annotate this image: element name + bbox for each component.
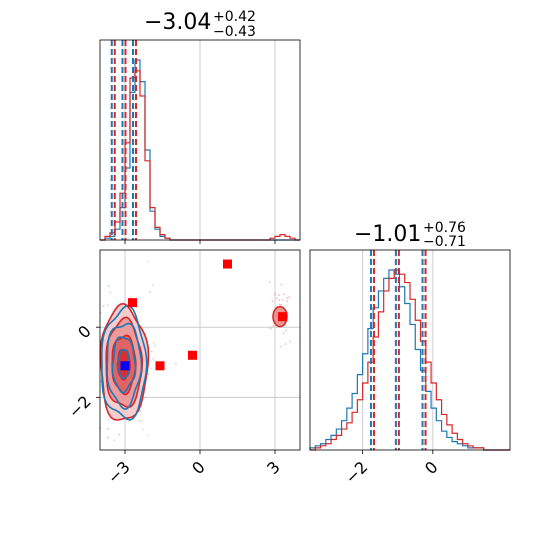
- p2d-xtick-label-2: 3: [263, 457, 284, 478]
- p2d-sample-point: [278, 299, 281, 301]
- p2d-contour-blue-0: [100, 304, 148, 421]
- hist-param2-ticks: −2 0: [341, 450, 442, 488]
- density-2d-y-ticks: −2 0: [65, 322, 100, 422]
- param1-title-upper: +0.42: [213, 9, 256, 25]
- p2d-xtick-label-0: −3: [104, 457, 134, 487]
- p2d-sample-point: [138, 420, 140, 422]
- p2d-sample-point: [175, 362, 177, 365]
- p2d-sample-point: [268, 281, 271, 283]
- p2d-sample-point: [281, 298, 284, 301]
- p2d-sample-point: [149, 290, 151, 293]
- hist-param2-grid: [362, 250, 434, 450]
- p2d-red-square-5: [278, 312, 287, 322]
- hist-param1-quantiles: [110, 40, 137, 240]
- p2d-red-square-2: [155, 361, 165, 371]
- p2d-sample-point: [107, 304, 109, 306]
- p2d-sample-point: [285, 329, 288, 332]
- p2d-sample-point: [289, 340, 292, 343]
- p2d-sample-point: [102, 305, 105, 307]
- p2d-sample-point: [109, 291, 112, 294]
- p2d-sample-point: [288, 296, 290, 298]
- p2d-red-square-4: [223, 259, 232, 269]
- hist-param1-panel: −3.04 +0.42 −0.43: [99, 9, 301, 244]
- param2-title-upper: +0.76: [423, 220, 466, 236]
- p2d-red-square-1: [128, 298, 137, 308]
- p2d-sample-point: [152, 358, 155, 360]
- density-2d-truth-markers: [120, 259, 287, 371]
- p2d-sample-point: [154, 344, 157, 347]
- p2d-ytick-label-1: 0: [74, 322, 95, 343]
- p2d-sample-point: [269, 327, 272, 330]
- p2d-sample-point: [271, 300, 274, 303]
- p2-tick-label-1: 0: [421, 457, 442, 478]
- hist-param1-grid: [124, 40, 276, 240]
- p2d-sample-point: [113, 439, 116, 442]
- param2-title-value: −1.01: [354, 222, 421, 247]
- param1-title-lower: −0.43: [213, 24, 256, 40]
- p2d-sample-point: [148, 373, 150, 376]
- p2d-sample-point: [140, 419, 143, 422]
- p2d-sample-point: [118, 433, 121, 436]
- hist-param2-panel: −2 0 −1.01 +0.76 −0.71: [309, 220, 511, 488]
- param1-title-value: −3.04: [144, 10, 211, 35]
- p2d-sample-point: [150, 350, 153, 353]
- p2d-ytick-label-0: −2: [65, 392, 95, 422]
- p2-tick-label-0: −2: [341, 457, 371, 487]
- p2d-sample-point: [107, 436, 109, 439]
- p2d-sample-point: [282, 332, 285, 335]
- p2d-sample-point: [283, 293, 285, 296]
- p2d-sample-point: [107, 427, 110, 430]
- density-2d-panel: −3 0 3 −2 0: [65, 249, 301, 488]
- p2d-sample-point: [144, 396, 147, 399]
- p2d-contour-blue-2: [111, 336, 137, 394]
- p2d-sample-point: [286, 300, 289, 303]
- p2d-sample-point: [272, 324, 275, 327]
- p2d-sample-point: [286, 297, 288, 299]
- p2d-sample-point: [280, 303, 283, 306]
- param2-title-lower: −0.71: [423, 234, 466, 250]
- p2d-red-square-3: [188, 350, 197, 360]
- p2d-sample-point: [284, 343, 287, 345]
- p2d-sample-point: [107, 285, 110, 287]
- p2d-contour-blue-1: [106, 322, 143, 410]
- p2d-sample-point: [274, 293, 277, 296]
- p2d-sample-point: [139, 410, 142, 412]
- p2d-sample-point: [147, 434, 150, 437]
- hist-param1-ticks: [124, 240, 276, 244]
- p2-hist-series_b: [310, 269, 510, 451]
- p2d-sample-point: [129, 295, 132, 298]
- density-2d-x-ticks: −3 0 3: [104, 450, 284, 488]
- p2d-contour-blue-3: [116, 348, 131, 380]
- p2d-sample-point: [276, 297, 278, 300]
- p2d-sample-point: [278, 303, 281, 306]
- p2d-sample-point: [280, 345, 283, 348]
- hist-param2-frame: [309, 249, 511, 451]
- p2d-sample-point: [151, 284, 154, 287]
- p2d-sample-point: [277, 294, 280, 296]
- p2d-sample-point: [107, 419, 110, 422]
- p2d-sample-point: [147, 260, 150, 263]
- p2d-blue-square: [120, 361, 130, 371]
- p2d-xtick-label-1: 0: [188, 457, 209, 478]
- p2d-sample-point: [152, 342, 155, 345]
- p2d-sample-point: [280, 283, 283, 286]
- hist-param2-quantiles: [369, 250, 427, 450]
- hist-param2-bars: [309, 269, 510, 451]
- p2d-sample-point: [142, 428, 144, 431]
